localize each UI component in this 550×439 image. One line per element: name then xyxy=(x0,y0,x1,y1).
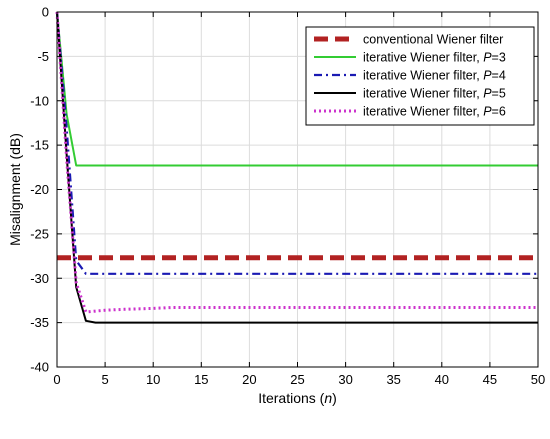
x-tick-label: 50 xyxy=(531,372,545,387)
y-tick-label: 0 xyxy=(42,5,49,20)
x-tick-label: 30 xyxy=(338,372,352,387)
legend: conventional Wiener filter iterative Wien… xyxy=(305,26,535,126)
legend-label-3: iterative Wiener filter, P=4 xyxy=(363,69,506,83)
x-tick-label: 25 xyxy=(290,372,304,387)
y-tick-label: -25 xyxy=(30,226,49,241)
y-tick-label: -15 xyxy=(30,138,49,153)
x-tick-label: 15 xyxy=(194,372,208,387)
x-tick-label: 35 xyxy=(386,372,400,387)
series-line-3 xyxy=(55,11,538,275)
legend-label-5: iterative Wiener filter, P=6 xyxy=(363,105,506,119)
y-tick-label: -10 xyxy=(30,93,49,108)
y-tick-label: -5 xyxy=(37,49,49,64)
x-tick-label: 20 xyxy=(242,372,256,387)
x-tick-label: 5 xyxy=(101,372,108,387)
legend-label-2: iterative Wiener filter, P=3 xyxy=(363,51,506,65)
series-line-4 xyxy=(56,11,538,324)
legend-label-4: iterative Wiener filter, P=5 xyxy=(363,87,506,101)
x-axis-label: Iterations (n) xyxy=(258,390,337,406)
series-line-5 xyxy=(55,11,538,314)
y-tick-label: -30 xyxy=(30,271,49,286)
y-tick-label: -35 xyxy=(30,315,49,330)
x-tick-label: 0 xyxy=(53,372,60,387)
y-tick-label: -20 xyxy=(30,182,49,197)
x-tick-label: 40 xyxy=(435,372,449,387)
y-tick-label: -40 xyxy=(30,360,49,375)
x-tick-label: 45 xyxy=(483,372,497,387)
x-tick-label: 10 xyxy=(146,372,160,387)
y-axis-label: Misalignment (dB) xyxy=(7,133,23,246)
legend-label-1: conventional Wiener filter xyxy=(363,33,503,47)
series-layer xyxy=(55,11,538,324)
axis-ticks: 0 5 10 15 20 25 30 35 40 45 50 0 -5 -10 -15 -20 -25 -30 -3… xyxy=(30,5,545,388)
series-line-2 xyxy=(56,11,538,167)
